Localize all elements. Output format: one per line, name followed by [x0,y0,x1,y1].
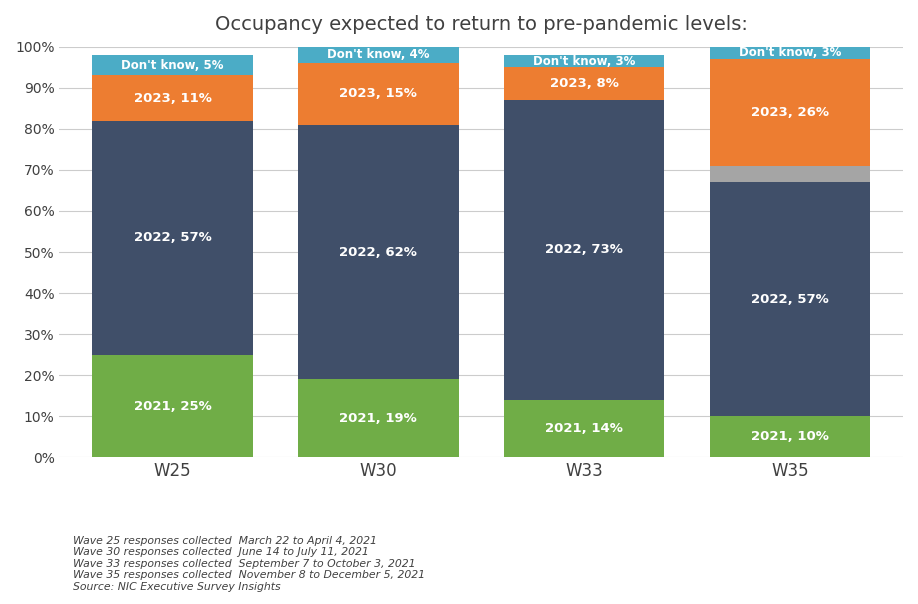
Bar [710,47,870,59]
Bar [504,67,665,100]
Text: 2021, 19%: 2021, 19% [340,412,417,425]
Bar [710,416,870,457]
Text: 2023, 8%: 2023, 8% [550,77,619,90]
Text: Don't know, 3%: Don't know, 3% [739,47,841,59]
Text: 2022, 57%: 2022, 57% [751,293,829,306]
Bar [298,124,459,379]
Text: Don't know, 4%: Don't know, 4% [327,48,430,62]
Bar [298,63,459,124]
Text: 2022, 73%: 2022, 73% [545,243,623,257]
Bar [504,100,665,400]
Text: Wave 25 responses collected  March 22 to April 4, 2021
Wave 30 responses collect: Wave 25 responses collected March 22 to … [73,536,425,592]
Bar [504,55,665,67]
Bar [93,76,252,121]
Bar [93,55,252,76]
Bar [298,47,459,63]
Text: 2023, 15%: 2023, 15% [340,88,418,100]
Text: 2021, 25%: 2021, 25% [134,400,211,413]
Text: 2021, 10%: 2021, 10% [751,431,829,443]
Text: 2023, 11%: 2023, 11% [134,92,211,104]
Title: Occupancy expected to return to pre-pandemic levels:: Occupancy expected to return to pre-pand… [215,15,747,34]
Text: 2021, 14%: 2021, 14% [545,422,623,435]
Bar [710,165,870,182]
Bar [93,355,252,457]
Bar [93,121,252,355]
Bar [504,400,665,457]
Text: 2023, 26%: 2023, 26% [751,106,829,119]
Text: Don't know, 3%: Don't know, 3% [532,54,635,68]
Bar [710,182,870,416]
Bar [298,379,459,457]
Text: Don't know, 5%: Don't know, 5% [121,59,224,72]
Text: 2022, 57%: 2022, 57% [134,231,211,244]
Bar [710,59,870,165]
Text: 2022, 62%: 2022, 62% [340,246,418,259]
